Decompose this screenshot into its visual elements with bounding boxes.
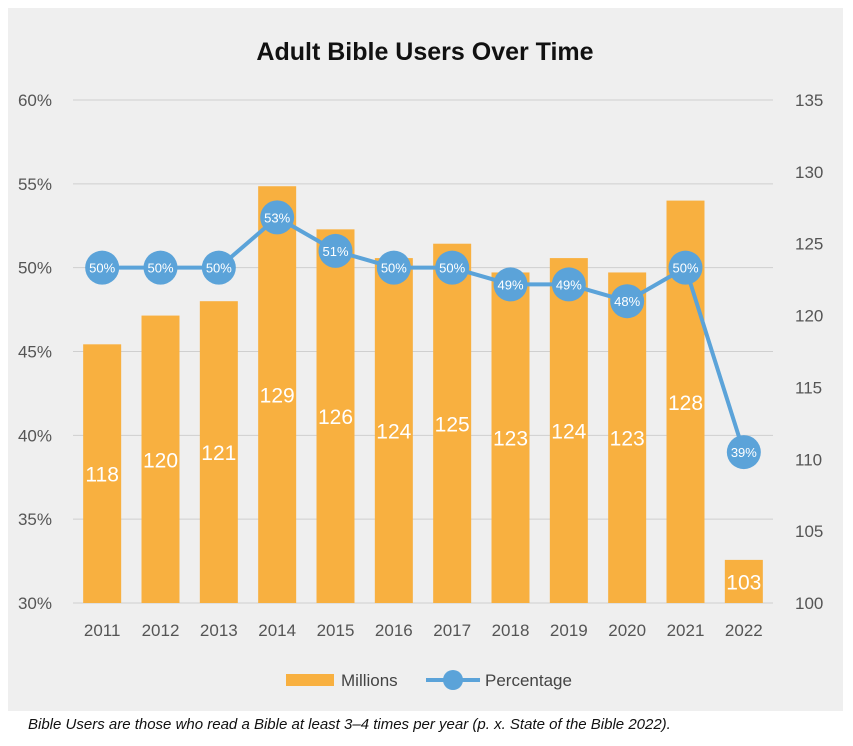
bar-data-label: 118 [85,464,118,487]
x-tick-label: 2013 [200,621,238,640]
chart-svg: Adult Bible Users Over Time 30% 35% 40% 45%… [18,38,823,690]
bar [258,186,297,603]
x-tick-label: 2016 [375,621,413,640]
line-point [260,200,295,235]
line-point [143,250,178,285]
right-tick-label: 135 [795,91,823,110]
left-tick-label: 50% [18,259,52,278]
x-tick-label: 2012 [142,621,180,640]
x-tick-label: 2011 [84,621,121,640]
bar-data-label: 123 [610,428,645,451]
x-tick-label: 2020 [608,621,646,640]
x-tick-label: 2017 [433,621,471,640]
line-point [435,250,470,285]
bar [199,301,238,603]
legend-swatch-millions [286,674,334,686]
line-point-label: 50% [89,261,115,276]
legend-label-percentage: Percentage [485,671,572,690]
line-point [610,284,645,319]
left-tick-label: 30% [18,594,52,613]
bar [608,272,647,603]
line-point-label: 51% [322,244,348,259]
bar-data-label: 125 [435,413,470,436]
chart-panel: Adult Bible Users Over Time 30% 35% 40% 45%… [8,8,843,711]
left-tick-label: 55% [18,175,52,194]
bar [141,315,180,603]
percentage-line [102,215,746,453]
line-layer: 50% 50% 50% 53% 51% 50% 50% 49% 49% 48% 50% 39% [85,200,761,470]
bar-data-label: 123 [493,428,528,451]
line-point [85,250,120,285]
right-tick-label: 100 [795,594,823,613]
x-tick-label: 2018 [492,621,530,640]
bar [549,258,588,603]
line-point-label: 50% [381,261,407,276]
legend-marker-percentage [443,670,463,690]
line-point-label: 53% [264,210,290,225]
line-point-label: 50% [147,261,173,276]
bar [724,559,763,603]
line-point-label: 48% [614,294,640,309]
right-tick-label: 120 [795,307,823,326]
right-tick-label: 130 [795,163,823,182]
legend: Millions Percentage [286,670,572,690]
line-point [726,435,761,470]
left-tick-label: 60% [18,91,52,110]
left-tick-label: 40% [18,426,52,445]
bar [316,229,355,604]
line-point [376,250,411,285]
bar-data-label: 128 [668,392,703,415]
left-tick-label: 45% [18,343,52,362]
line-point-label: 50% [206,261,232,276]
bar-data-label: 129 [260,385,295,408]
bar-data-label: 124 [376,421,411,444]
bar-data-label: 103 [726,571,761,594]
chart-title: Adult Bible Users Over Time [256,38,593,66]
left-tick-label: 35% [18,510,52,529]
line-point [668,250,703,285]
right-axis-ticks: 100 105 110 115 120 125 130 135 [795,91,823,613]
x-tick-label: 2014 [258,621,296,640]
bar [83,344,122,603]
line-point [551,267,586,302]
x-axis-ticks: 2011 2012 2013 2014 2015 2016 2017 2018 2019 2020… [84,621,763,640]
line-point-label: 49% [556,277,582,292]
line-point [318,233,353,268]
bar [374,258,413,603]
line-point-label: 39% [731,445,757,460]
x-tick-label: 2019 [550,621,588,640]
line-point-label: 49% [497,277,523,292]
left-axis-ticks: 30% 35% 40% 45% 50% 55% 60% [18,91,52,613]
x-tick-label: 2015 [317,621,355,640]
bar-data-label: 124 [551,421,586,444]
right-tick-label: 115 [795,378,822,397]
line-point-label: 50% [439,261,465,276]
right-tick-label: 110 [795,450,822,469]
legend-label-millions: Millions [341,671,398,690]
bar [433,243,472,603]
right-tick-label: 125 [795,235,823,254]
line-point-label: 50% [672,261,698,276]
bar-data-label: 120 [143,449,178,472]
line-point [493,267,528,302]
bars-layer: 118 120 121 129 126 124 125 123 124 123 128 103 [83,186,763,604]
bar [491,272,530,603]
bar-data-label: 121 [201,442,236,465]
x-tick-label: 2022 [725,621,763,640]
x-tick-label: 2021 [667,621,705,640]
right-tick-label: 105 [795,522,823,541]
bar-data-label: 126 [318,406,353,429]
line-point [201,250,236,285]
chart-caption: Bible Users are those who read a Bible a… [28,716,671,733]
